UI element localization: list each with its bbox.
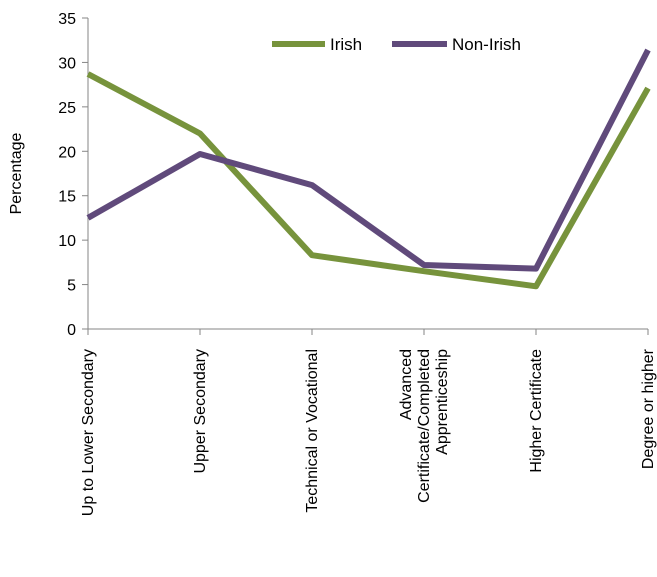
x-category-label: Up to Lower Secondary xyxy=(80,349,97,516)
x-category-label-text: Degree or higher xyxy=(640,348,657,469)
y-tick-label: 0 xyxy=(67,322,76,339)
series-line-non-irish xyxy=(86,48,651,272)
x-category-label-text: AdvancedCertificate/CompletedApprentices… xyxy=(398,349,451,503)
y-tick-label: 30 xyxy=(58,55,76,72)
x-category-label-text: Upper Secondary xyxy=(192,349,209,474)
series-lines xyxy=(86,48,651,290)
x-category-label-line: Higher Certificate xyxy=(528,349,545,473)
series-line-irish xyxy=(86,71,651,290)
y-axis-title: Percentage xyxy=(8,132,25,214)
x-category-label-line: Apprenticeship xyxy=(434,349,451,455)
x-category-label-line: Certificate/Completed xyxy=(416,349,433,503)
x-category-label-line: Advanced xyxy=(398,349,415,420)
y-tick-label: 25 xyxy=(58,100,76,117)
axes xyxy=(87,18,648,330)
legend: Irish Non-Irish xyxy=(272,35,521,54)
x-category-labels: Up to Lower Secondary Upper Secondary Tech… xyxy=(80,329,657,516)
y-tick-label: 15 xyxy=(58,189,76,206)
y-tick-label: 5 xyxy=(67,278,76,295)
y-tick-label: 20 xyxy=(58,144,76,161)
x-category-label: AdvancedCertificate/CompletedApprentices… xyxy=(398,349,451,503)
legend-label-irish: Irish xyxy=(330,35,362,54)
x-category-label-line: Degree or higher xyxy=(640,348,657,469)
x-category-label-text: Higher Certificate xyxy=(528,349,545,473)
y-tick-label: 10 xyxy=(58,233,76,250)
x-category-label-text: Technical or Vocational xyxy=(304,349,321,513)
x-category-label: Technical or Vocational xyxy=(304,349,321,513)
x-category-label-line: Upper Secondary xyxy=(192,349,209,474)
x-category-label-line: Up to Lower Secondary xyxy=(80,349,97,516)
x-category-label: Higher Certificate xyxy=(528,349,545,473)
x-category-label: Degree or higher xyxy=(640,348,657,469)
legend-label-non-irish: Non-Irish xyxy=(452,35,521,54)
x-category-label-line: Technical or Vocational xyxy=(304,349,321,513)
y-tick-label: 35 xyxy=(58,11,76,28)
x-category-label-text: Up to Lower Secondary xyxy=(80,349,97,516)
y-ticks: 0 5 10 15 20 25 30 35 xyxy=(58,11,88,339)
x-category-label: Upper Secondary xyxy=(192,349,209,474)
